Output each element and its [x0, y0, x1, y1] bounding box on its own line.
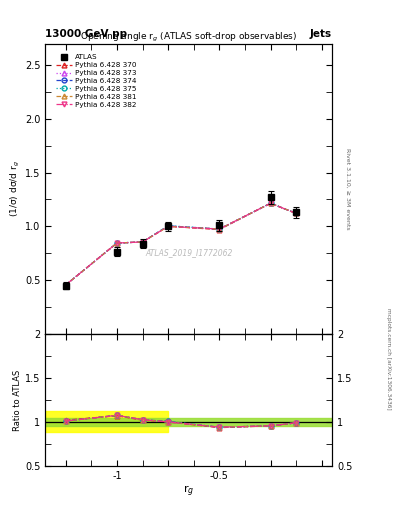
Text: Jets: Jets — [310, 29, 332, 39]
Pythia 6.428 374 — [115, 240, 119, 246]
Pythia 6.428 381 — [217, 226, 222, 232]
Bar — [45, 411, 168, 433]
Pythia 6.428 370 — [166, 223, 171, 229]
Y-axis label: Ratio to ATLAS: Ratio to ATLAS — [13, 369, 22, 431]
Pythia 6.428 382 — [294, 210, 299, 217]
Pythia 6.428 374 — [294, 210, 299, 217]
Pythia 6.428 375 — [217, 226, 222, 232]
Line: Pythia 6.428 370: Pythia 6.428 370 — [63, 201, 299, 287]
Text: 13000 GeV pp: 13000 GeV pp — [45, 29, 127, 39]
Line: Pythia 6.428 375: Pythia 6.428 375 — [63, 201, 299, 287]
Pythia 6.428 382 — [217, 226, 222, 232]
Pythia 6.428 381 — [166, 223, 171, 229]
Pythia 6.428 370 — [294, 210, 299, 217]
Pythia 6.428 382 — [268, 200, 273, 206]
Pythia 6.428 373 — [294, 210, 299, 217]
Pythia 6.428 370 — [217, 226, 222, 232]
Pythia 6.428 381 — [115, 240, 119, 246]
Pythia 6.428 375 — [140, 239, 145, 245]
Pythia 6.428 370 — [268, 200, 273, 206]
Pythia 6.428 370 — [140, 239, 145, 245]
Pythia 6.428 375 — [63, 282, 68, 288]
Bar — [45, 417, 332, 426]
Pythia 6.428 375 — [268, 200, 273, 206]
Pythia 6.428 374 — [140, 239, 145, 245]
Text: ATLAS_2019_I1772062: ATLAS_2019_I1772062 — [145, 248, 232, 257]
X-axis label: r$_g$: r$_g$ — [183, 483, 194, 499]
Pythia 6.428 373 — [166, 223, 171, 229]
Line: Pythia 6.428 374: Pythia 6.428 374 — [63, 201, 299, 287]
Pythia 6.428 375 — [166, 223, 171, 229]
Pythia 6.428 370 — [115, 240, 119, 246]
Pythia 6.428 374 — [63, 282, 68, 288]
Pythia 6.428 374 — [166, 223, 171, 229]
Pythia 6.428 373 — [140, 239, 145, 245]
Text: mcplots.cern.ch [arXiv:1306.3436]: mcplots.cern.ch [arXiv:1306.3436] — [386, 308, 391, 409]
Pythia 6.428 374 — [268, 200, 273, 206]
Pythia 6.428 373 — [63, 282, 68, 288]
Pythia 6.428 373 — [115, 240, 119, 246]
Pythia 6.428 381 — [268, 200, 273, 206]
Pythia 6.428 381 — [140, 239, 145, 245]
Pythia 6.428 381 — [63, 282, 68, 288]
Pythia 6.428 382 — [140, 239, 145, 245]
Line: Pythia 6.428 382: Pythia 6.428 382 — [63, 201, 299, 287]
Line: Pythia 6.428 373: Pythia 6.428 373 — [63, 201, 299, 287]
Legend: ATLAS, Pythia 6.428 370, Pythia 6.428 373, Pythia 6.428 374, Pythia 6.428 375, P: ATLAS, Pythia 6.428 370, Pythia 6.428 37… — [55, 53, 138, 109]
Pythia 6.428 370 — [63, 282, 68, 288]
Pythia 6.428 375 — [294, 210, 299, 217]
Pythia 6.428 375 — [115, 240, 119, 246]
Line: Pythia 6.428 381: Pythia 6.428 381 — [63, 201, 299, 287]
Pythia 6.428 374 — [217, 226, 222, 232]
Y-axis label: Rivet 3.1.10, ≥ 3M events: Rivet 3.1.10, ≥ 3M events — [345, 148, 350, 229]
Pythia 6.428 382 — [166, 223, 171, 229]
Pythia 6.428 381 — [294, 210, 299, 217]
Y-axis label: (1/σ) dσ/d r$_g$: (1/σ) dσ/d r$_g$ — [9, 160, 22, 217]
Pythia 6.428 382 — [63, 282, 68, 288]
Pythia 6.428 373 — [268, 200, 273, 206]
Title: Opening angle r$_g$ (ATLAS soft-drop observables): Opening angle r$_g$ (ATLAS soft-drop obs… — [80, 30, 297, 44]
Pythia 6.428 382 — [115, 240, 119, 246]
Pythia 6.428 373 — [217, 226, 222, 232]
